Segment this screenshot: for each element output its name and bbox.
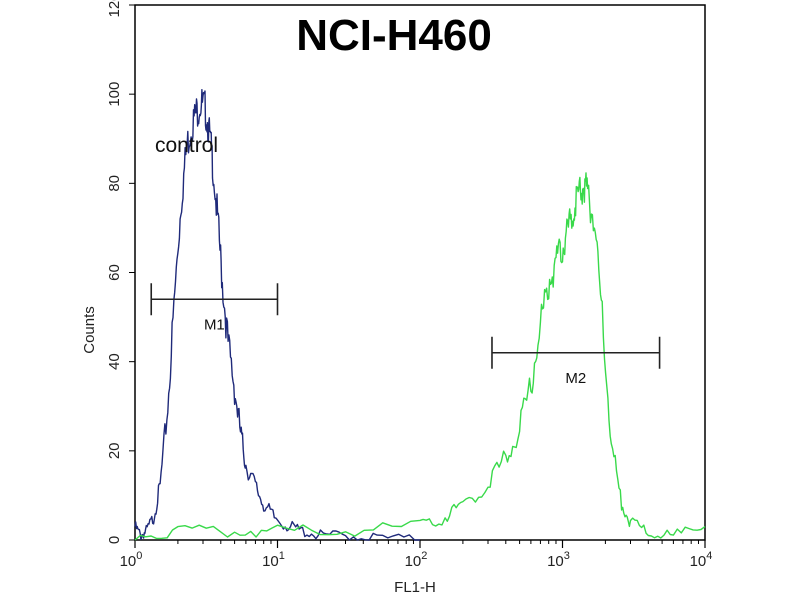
series-layer [134,88,706,541]
y-tick-label: 0 [106,536,123,544]
y-tick-label: 120 [106,0,123,18]
y-tick-label: 40 [106,353,123,370]
gate-label: M2 [565,370,586,387]
histogram-series-2 [134,172,706,541]
gate-layer: M1 M2 [150,283,661,387]
y-tick-label: 60 [106,264,123,281]
x-tick-label: 102 [405,550,428,570]
y-axis: 0 20 40 60 80 100 120 [106,0,135,544]
x-axis-label: FL1-H [394,579,436,596]
gate-label: M1 [204,316,225,333]
chart-title: NCI-H460 [296,11,492,60]
x-tick-label: 101 [262,550,285,570]
x-tick-label: 104 [690,550,713,570]
histogram-series-1 [134,88,420,541]
control-annotation: control [155,134,218,157]
x-axis: 100 101 102 103 104 [120,540,713,570]
x-tick-label: 100 [120,550,143,570]
y-axis-label: Counts [81,306,98,354]
y-tick-label: 100 [106,82,123,107]
x-tick-label: 103 [547,550,570,570]
y-tick-label: 20 [106,442,123,459]
y-tick-label: 80 [106,175,123,192]
